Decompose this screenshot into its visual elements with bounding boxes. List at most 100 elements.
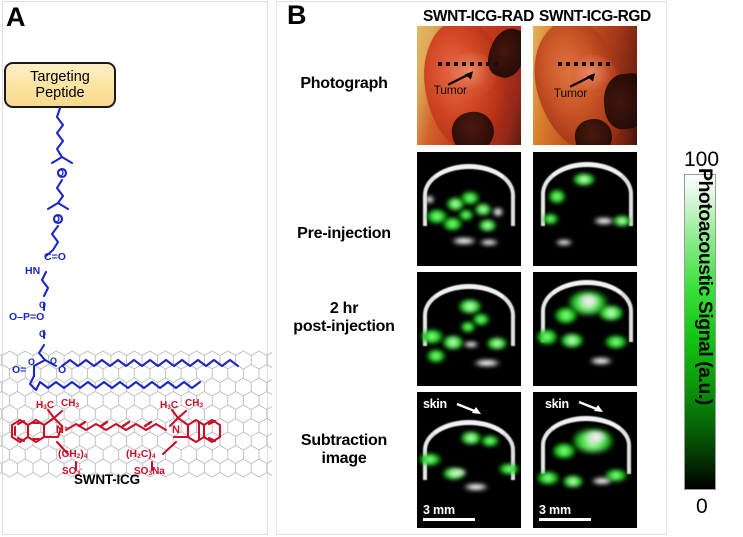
label-methyl-right-2: CH3 [185, 398, 204, 409]
label-amide-nh: HN [25, 265, 41, 277]
photo-tumor-label: Tumor [433, 83, 467, 98]
photoacoustic-overlay [417, 152, 521, 266]
photo-dotted-line [557, 61, 613, 66]
pa-signal-blob [537, 330, 557, 344]
panel-a-frame [2, 1, 268, 535]
panel-b-frame [276, 1, 667, 535]
row-label-post-injection: 2 hr post-injection [274, 300, 414, 336]
scale-bar-rad: 3 mm [423, 503, 475, 521]
photoacoustic-overlay [533, 152, 637, 266]
label-phosphate: O–P=O [9, 311, 45, 323]
pa-signal-blob [605, 336, 627, 348]
skin-boundary-arc [423, 164, 515, 226]
scale-bar-line [423, 517, 475, 521]
pa-signal-blob [605, 470, 627, 481]
pa-image-post-injection-rgd [533, 272, 637, 386]
pa-ultrasound-echo [451, 470, 467, 475]
photoacoustic-overlay: skin 3 mm [417, 392, 521, 528]
pa-image-post-injection-rad [417, 272, 521, 386]
row-label-post-line-2: post-injection [293, 317, 395, 335]
pa-signal-blob [549, 190, 565, 203]
pa-ultrasound-echo [591, 478, 613, 484]
pa-signal-blob [421, 330, 443, 343]
colorbar-group: 100 0 Photoacoustic Signal (a.u.) [670, 0, 743, 537]
pa-ultrasound-echo [463, 484, 489, 490]
row-label-sub-line-1: Subtraction [300, 432, 388, 449]
photo-dotted-line [437, 61, 499, 66]
colorbar-title: Photoacoustic Signal (a.u.) [694, 168, 716, 405]
photo-tumor-label: Tumor [553, 85, 588, 100]
scale-bar-label: 3 mm [539, 502, 571, 517]
photoacoustic-overlay [417, 272, 521, 386]
panel-a-letter: A [6, 2, 26, 32]
scale-bar-rgd: 3 mm [539, 502, 591, 521]
label-ether-oxygen-1: O [57, 168, 65, 178]
peptide-line-2: Peptide [35, 85, 85, 101]
skin-arrow-icon [456, 402, 481, 414]
pa-ultrasound-echo [555, 240, 573, 245]
row-label-photograph: Photograph [300, 75, 388, 92]
pa-signal-blob [459, 210, 473, 220]
peg-lipid-chain [28, 106, 240, 392]
label-methyl-right-1: H3C [160, 400, 179, 411]
skin-boundary-arc [541, 280, 633, 342]
pa-signal-blob [443, 218, 462, 230]
pa-signal-blob [427, 210, 447, 223]
pa-ultrasound-echo [579, 296, 599, 306]
row-label-subtraction: Subtraction image [274, 432, 414, 468]
label-butyl-chain-left: (CH2)4 [58, 448, 88, 460]
pa-ultrasound-echo [425, 196, 434, 203]
colorbar-min-label: 0 [696, 495, 708, 518]
pa-image-subtraction-rgd: skin 3 mm [533, 392, 637, 528]
tumor-arrow-icon [569, 73, 596, 88]
colorbar-gradient [684, 174, 716, 490]
swnt-icg-caption: SWNT-ICG [74, 472, 140, 487]
label-carbonyl: C=O [44, 251, 66, 263]
pa-signal-blob [475, 204, 491, 215]
pa-signal-blob [543, 214, 558, 224]
pa-signal-blob [499, 464, 519, 474]
pa-signal-blob [537, 472, 559, 484]
targeting-peptide-box: Targeting Peptide [4, 62, 116, 108]
pa-signal-blob [443, 336, 463, 349]
pa-signal-blob [447, 198, 464, 210]
peptide-line-1: Targeting [30, 68, 90, 85]
pa-signal-blob [459, 300, 481, 313]
label-butyl-chain-right: (H2C)4 [126, 448, 156, 460]
pa-signal-blob [479, 220, 496, 231]
skin-boundary-arc [541, 162, 633, 226]
label-glycerol-carbonyl-right: O [58, 364, 67, 376]
skin-boundary-arc [423, 284, 515, 346]
label-phosphate-lower-o: O [39, 329, 47, 339]
pa-signal-blob [563, 476, 583, 487]
pa-signal-blob [461, 432, 481, 444]
label-sulfonate-left: SO3- [62, 466, 83, 477]
label-methyl-left-2: CH3 [61, 398, 80, 409]
label-nitrogen-neutral: N [172, 424, 180, 436]
label-nitrogen-cation: N+ [56, 424, 68, 436]
skin-boundary-arc [541, 416, 631, 474]
pa-image-subtraction-rad: skin 3 mm [417, 392, 521, 528]
pa-signal-blob [555, 308, 577, 323]
icg-dye-structure [10, 408, 222, 472]
label-glycerol-o-right: O [50, 356, 58, 366]
pa-signal-blob [419, 454, 441, 465]
pa-ultrasound-echo [451, 238, 477, 244]
label-ether-oxygen-2: O [53, 214, 61, 224]
tumor-arrow-icon [447, 71, 474, 86]
panel-a: A Targeting Peptide [0, 0, 272, 537]
label-phosphate-upper-o: O [39, 300, 47, 310]
colorbar-max-label: 100 [684, 148, 720, 171]
panel-b: B SWNT-ICG-RAD SWNT-ICG-RGD Photograph P… [272, 0, 743, 537]
column-header-swnt-icg-rgd: SWNT-ICG-RGD [539, 8, 651, 25]
row-label-pre-injection: Pre-injection [297, 225, 391, 242]
photograph-image-rad: Tumor [417, 26, 521, 145]
label-glycerol-carbonyl-left: O= [12, 364, 27, 376]
photoacoustic-overlay: skin 3 mm [533, 392, 637, 528]
label-methyl-left-1: H3C [36, 400, 55, 411]
pa-signal-blob [487, 338, 507, 349]
pa-ultrasound-echo [493, 208, 503, 216]
label-sulfonate-sodium: SO3Na [134, 466, 165, 477]
panel-b-letter: B [287, 0, 307, 30]
pa-ultrasound-echo [589, 358, 613, 364]
